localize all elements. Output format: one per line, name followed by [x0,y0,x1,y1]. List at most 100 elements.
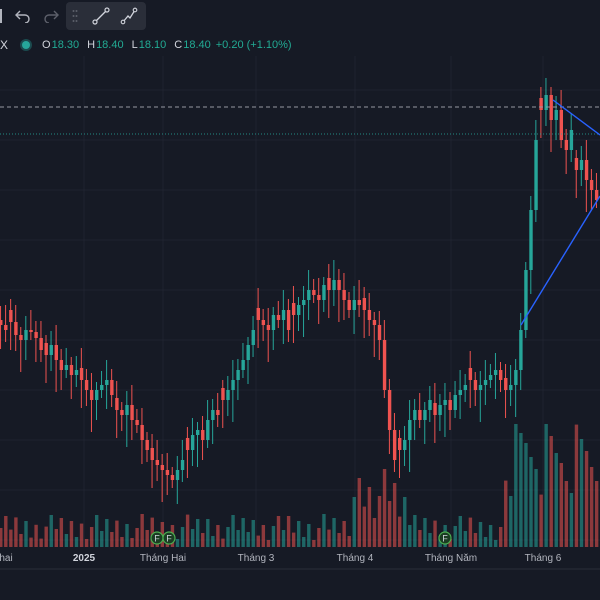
volume-bar [49,515,53,547]
volume-bar [317,528,321,547]
candle-body [423,410,427,420]
volume-bar [34,524,38,547]
candle-body [256,308,260,320]
volume-bar [574,424,579,547]
trend-lines[interactable] [520,99,600,326]
volume-bar [387,501,392,547]
candle-body [418,410,422,420]
symbol-name[interactable]: X [0,38,9,52]
candle-body [352,300,356,310]
candle-body [312,290,316,295]
x-axis-label: 2025 [72,553,96,564]
candle-body [307,290,311,300]
volume-bar [14,517,18,547]
candle-body [332,280,336,290]
trend-line-icon[interactable] [88,4,114,28]
candle-body [413,410,417,420]
volume-bar [584,451,589,547]
candle-body [211,410,215,420]
candle-body [362,298,367,310]
candle-body [160,465,165,470]
volume-bar [175,539,180,547]
candle-body [473,380,478,390]
x-axis-label: hai [0,553,13,564]
candle-body [382,340,387,390]
menu-icon[interactable] [0,4,6,28]
volume-bar [337,533,341,547]
volume-bar [327,529,331,547]
candle-body [246,345,250,360]
volume-bar [413,515,417,547]
volume-bar [322,514,326,547]
candle-body [448,400,452,410]
candle-body [327,278,331,290]
volume-bar [185,514,190,547]
candle-body [519,330,523,370]
candle-body [74,370,79,375]
volume-bar [534,469,538,547]
candle-body [594,190,599,200]
open-label: O [42,39,51,51]
candle-body [221,388,225,400]
volume-bar [332,518,336,547]
candle-body [569,130,574,150]
volume-bar [458,516,462,547]
candle-body [196,430,200,435]
candle-body [125,405,129,415]
candle-body [372,320,377,325]
volume-bar [54,529,58,547]
candle-body [0,320,3,325]
volume-bar [463,531,468,547]
candle-body [544,95,548,110]
candle-body [120,410,124,415]
candle-body [49,345,53,355]
market-status-icon[interactable] [22,41,31,49]
candle-body [180,460,185,470]
candle-body [357,300,361,305]
volume-bar [544,424,548,547]
x-axis-label: Tháng Năm [424,553,478,564]
event-marker-label: F [442,534,448,544]
candle-body [59,360,64,370]
candle-body [54,345,58,360]
volume-bar [246,532,250,547]
candle-body [509,385,513,390]
volume-bar [84,539,89,547]
candle-body [342,290,346,300]
candle-body [504,378,508,390]
candle-body [84,380,89,390]
undo-icon[interactable] [10,4,36,28]
candle-body [297,305,301,315]
volume-bar [69,521,74,547]
candle-body [145,440,149,450]
candle-body [524,270,528,330]
candle-body [170,475,175,480]
volume-bar [564,481,569,547]
volume-bar [145,530,149,547]
volume-bar [115,520,119,547]
trend-line [552,99,600,136]
volume-bar [29,537,33,547]
candle-body [29,330,33,332]
candle-body [231,380,235,390]
candle-body [14,322,18,335]
candle-body [130,405,134,420]
redo-icon[interactable] [38,4,64,28]
candle-body [408,420,412,440]
event-marker [162,531,176,545]
candle-body [549,95,553,120]
candle-body [216,410,220,415]
volume-bar [196,519,200,547]
volume-bar [140,514,144,547]
volume-bar [89,527,94,547]
volume-bar [382,469,387,547]
path-tool-icon[interactable] [116,4,142,28]
drag-handle-icon[interactable] [72,9,78,23]
candle-body [105,380,109,385]
volume-bar [19,534,23,547]
volume-bar [236,530,240,547]
candle-body [589,180,594,190]
volume-bar [509,496,513,547]
